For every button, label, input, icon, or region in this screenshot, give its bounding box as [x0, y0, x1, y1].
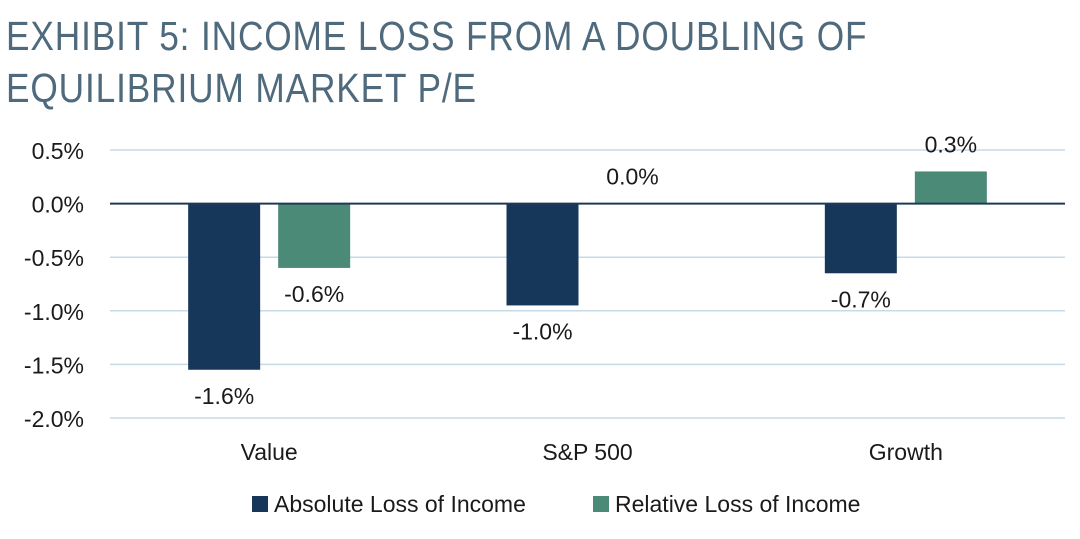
legend-swatch	[252, 496, 268, 512]
x-category-label: Growth	[869, 439, 943, 465]
x-category-label: S&P 500	[542, 439, 632, 465]
data-label: -1.0%	[512, 318, 572, 344]
data-label: -0.6%	[284, 281, 344, 307]
y-tick-label: 0.5%	[32, 138, 84, 164]
data-label: -0.7%	[831, 286, 891, 312]
legend-swatch	[593, 496, 609, 512]
y-tick-label: -1.0%	[24, 299, 84, 325]
legend-label: Absolute Loss of Income	[274, 491, 526, 517]
bar-relative	[914, 171, 987, 204]
bar-absolute	[188, 203, 261, 370]
y-tick-label: -1.5%	[24, 352, 84, 378]
chart-title-line-2: EQUILIBRIUM MARKET P/E	[6, 65, 477, 111]
legend-label: Relative Loss of Income	[615, 491, 860, 517]
y-tick-label: 0.0%	[32, 192, 84, 218]
data-label: 0.3%	[925, 131, 977, 157]
chart-title: EXHIBIT 5: INCOME LOSS FROM A DOUBLING O…	[6, 10, 918, 114]
data-label: 0.0%	[606, 164, 658, 190]
bar-absolute	[506, 203, 579, 306]
x-category-label: Value	[241, 439, 298, 465]
data-label: -1.6%	[194, 383, 254, 409]
y-tick-label: -0.5%	[24, 245, 84, 271]
bar-relative	[278, 203, 351, 268]
chart-title-line-1: EXHIBIT 5: INCOME LOSS FROM A DOUBLING O…	[6, 13, 868, 59]
bar-absolute	[824, 203, 897, 274]
y-tick-label: -2.0%	[24, 406, 84, 432]
